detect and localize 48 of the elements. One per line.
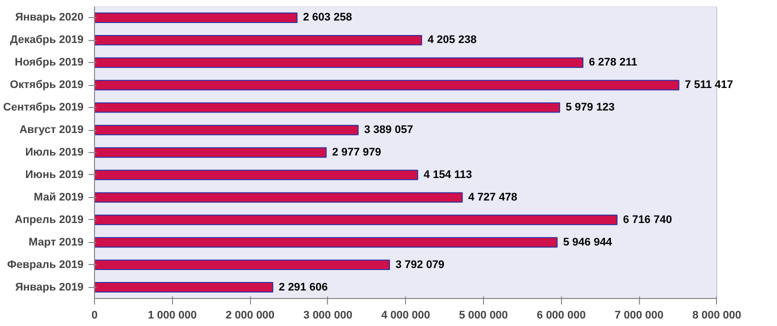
x-tick-label: 2 000 000 (226, 310, 275, 322)
x-tick-label: 0 (91, 310, 98, 322)
data-label: 4 205 238 (428, 34, 477, 46)
data-label: 7 511 417 (684, 79, 734, 92)
bar (94, 282, 274, 292)
bar (94, 170, 418, 180)
x-tick-label: 8 000 000 (692, 310, 742, 322)
data-label: 2 977 979 (332, 146, 382, 158)
y-tick-label: Ноябрь 2019 (14, 56, 84, 69)
data-label: 2 603 258 (303, 12, 352, 24)
bar (94, 214, 618, 226)
y-tick-label: Март 2019 (28, 236, 84, 248)
bar (94, 260, 390, 270)
bar (94, 80, 680, 90)
data-label: 5 946 944 (563, 236, 613, 248)
data-label: 2 291 606 (278, 281, 328, 294)
y-tick-label: Октябрь 2019 (10, 79, 84, 92)
x-tick-label: 5 000 000 (458, 310, 508, 322)
x-tick-label: 7 000 000 (614, 310, 664, 322)
y-tick-label: Февраль 2019 (7, 258, 84, 271)
x-tick-label: 1 000 000 (148, 310, 197, 322)
y-tick-label: Январь 2019 (15, 281, 84, 294)
y-tick-label: Май 2019 (34, 191, 84, 204)
bar (94, 147, 327, 158)
x-tick-label: 6 000 000 (536, 310, 586, 322)
y-tick-label: Август 2019 (19, 124, 84, 136)
bar (94, 57, 584, 68)
data-label: 3 389 057 (364, 124, 414, 136)
bar (94, 12, 298, 23)
y-tick-label: Декабрь 2019 (10, 34, 84, 46)
data-label: 3 792 079 (395, 258, 444, 271)
data-label: 4 727 478 (468, 191, 518, 204)
data-label: 4 154 113 (424, 168, 472, 181)
data-label: 5 979 123 (566, 102, 615, 114)
data-label: 6 716 740 (623, 214, 672, 226)
x-tick-label: 4 000 000 (381, 310, 430, 322)
bar (94, 237, 558, 248)
bar (94, 124, 359, 136)
y-tick-label: Сентябрь 2019 (3, 102, 84, 114)
bar (94, 34, 422, 46)
y-tick-label: Июнь 2019 (25, 168, 84, 181)
y-tick-label: Июль 2019 (25, 146, 84, 158)
bar (94, 102, 560, 113)
data-label: 6 278 211 (588, 56, 638, 69)
y-tick-label: Апрель 2019 (14, 214, 84, 226)
x-tick-label: 3 000 000 (303, 310, 352, 322)
y-tick-label: Январь 2020 (15, 12, 84, 24)
bar (94, 192, 463, 203)
